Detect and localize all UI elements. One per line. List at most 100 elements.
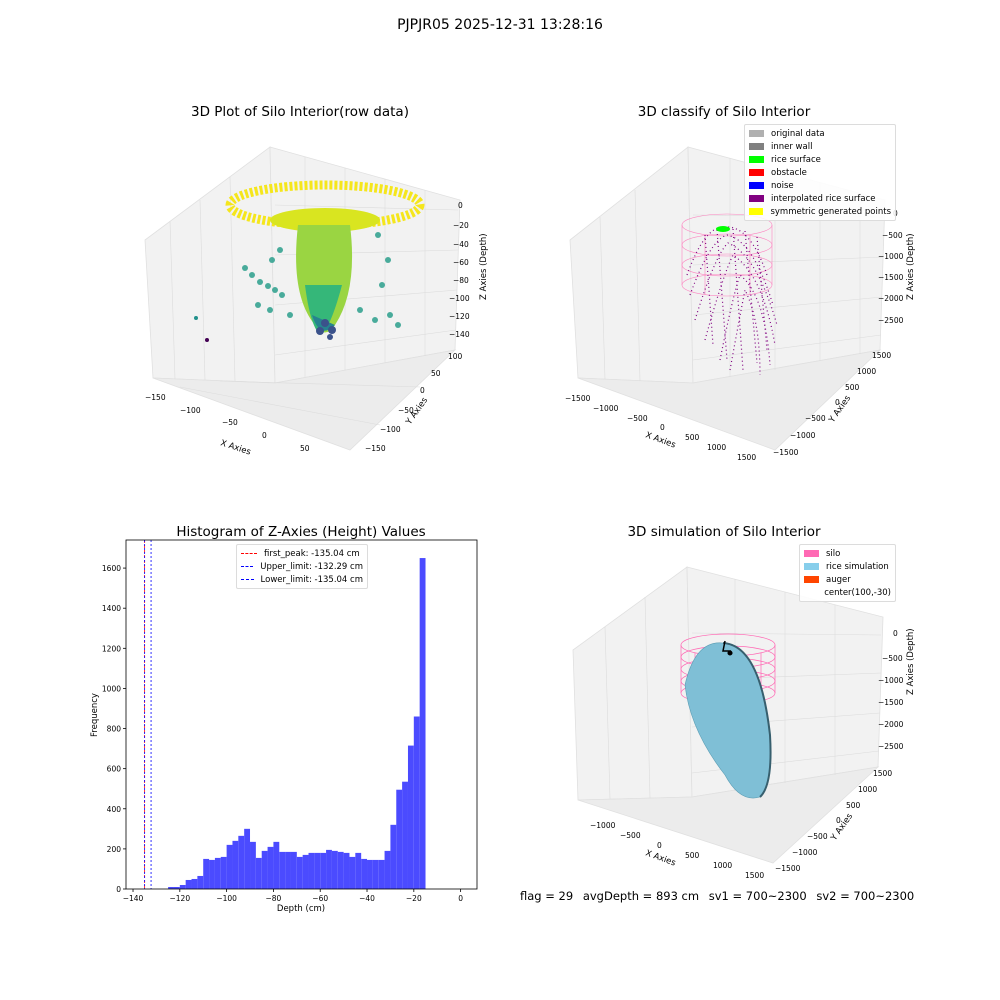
histogram-y-ticks: 0 200 400 600 800 1000 1200 1400 1600 <box>102 564 126 894</box>
legend-label: noise <box>771 180 794 191</box>
histogram-ylabel: Frequency <box>90 693 100 737</box>
histogram-bar <box>250 841 256 889</box>
legend-swatch <box>749 156 764 163</box>
histogram-bar <box>349 856 356 889</box>
legend-entry: rice surface <box>749 153 891 166</box>
histogram-y-tick-label: 1400 <box>102 604 121 613</box>
legend-swatch <box>749 130 764 137</box>
legend-entry: interpolated rice surface <box>749 192 891 205</box>
legend-swatch <box>749 143 764 150</box>
histogram-bar <box>378 859 385 889</box>
histogram-bar <box>238 835 245 889</box>
histogram-bar <box>320 852 327 889</box>
panel4-zlabel: Z Axies (Depth) <box>906 628 916 695</box>
histogram-vlines <box>144 540 152 889</box>
legend-label: original data <box>771 128 825 139</box>
legend-swatch <box>749 195 764 202</box>
legend-entry: symmetric generated points <box>749 205 891 218</box>
panel4-z-tick: −2000 <box>878 720 904 729</box>
panel2-z-tick: −2500 <box>878 316 904 325</box>
panel2-silo-cylinder <box>681 213 773 297</box>
legend-entry: center(100,-30) <box>804 586 891 599</box>
histogram-y-tick-label: 200 <box>107 845 122 854</box>
panel1-zlabel: Z Axies (Depth) <box>479 233 489 300</box>
panel4-z-ticks: 0 −500 −1000 −1500 −2000 −2500 <box>878 629 904 751</box>
histogram-x-tick-label: 0 <box>458 894 463 903</box>
panel1-z-tick: −40 <box>453 240 469 249</box>
panel1-z-tick: −100 <box>449 294 470 303</box>
panel4-y-tick: 1500 <box>873 769 892 778</box>
legend-entry: auger <box>804 573 891 586</box>
panel1-x-tick: −50 <box>222 418 238 427</box>
legend-label: inner wall <box>771 141 813 152</box>
panel2-zlabel: Z Axies (Depth) <box>906 233 916 300</box>
histogram-bar <box>384 850 391 889</box>
panel1-x-ticks: −150 −100 −50 0 50 <box>145 393 310 453</box>
legend-swatch <box>804 576 819 583</box>
panel4-y-tick: 1000 <box>858 785 877 794</box>
panel4-xlabel: X Axies <box>644 848 677 868</box>
histogram-bar <box>197 875 204 889</box>
legend-swatch <box>804 550 819 557</box>
histogram-legend: first_peak: -135.04 cm Upper_limit: -132… <box>236 544 368 589</box>
panel1-z-tick: 0 <box>458 201 463 210</box>
legend-line <box>241 553 257 554</box>
histogram-bar <box>279 851 286 889</box>
panel2-x-tick: −1500 <box>565 394 591 403</box>
panel2-z-tick: −500 <box>882 231 903 240</box>
legend-entry: noise <box>749 179 891 192</box>
figure-title: PJPJR05 2025-12-31 13:28:16 <box>397 17 603 33</box>
histogram-bar <box>390 824 397 889</box>
footer-avg-depth: avgDepth = 893 cm <box>582 889 700 903</box>
legend-entry: Upper_limit: -132.29 cm <box>241 560 363 573</box>
legend-entry: inner wall <box>749 140 891 153</box>
histogram-bar <box>302 854 309 889</box>
panel2-y-tick: 1500 <box>872 351 891 360</box>
panel4-x-tick: −1000 <box>590 821 616 830</box>
panel1-point-cloud <box>194 180 425 342</box>
legend-label: auger <box>826 574 851 585</box>
panel2-legend: original data inner wall rice surface ob… <box>744 124 896 221</box>
histogram-x-tick-label: −20 <box>406 894 422 903</box>
histogram-bar <box>290 851 297 889</box>
histogram-bar <box>343 852 350 889</box>
legend-entry: original data <box>749 127 891 140</box>
histogram-y-tick-label: 1200 <box>102 644 121 653</box>
panel1-z-tick: −60 <box>453 258 469 267</box>
legend-label: silo <box>826 548 841 559</box>
legend-swatch <box>749 208 764 215</box>
histogram-bar <box>337 851 344 889</box>
histogram-bar <box>267 846 274 889</box>
legend-swatch <box>804 563 819 570</box>
legend-swatch <box>749 169 764 176</box>
histogram-bar <box>173 886 180 889</box>
histogram-x-ticks: −140 −120 −100 −80 −60 −40 −20 0 <box>123 889 463 903</box>
panel2-y-tick: 1000 <box>857 367 876 376</box>
panel1-x-tick: 0 <box>262 431 267 440</box>
panel1-z-tick: −80 <box>453 276 469 285</box>
histogram-bar <box>244 828 251 889</box>
panel4-x-tick: 1500 <box>745 871 764 880</box>
legend-swatch <box>804 589 817 596</box>
histogram-xlabel: Depth (cm) <box>277 904 325 914</box>
panel4-x-tick: 1000 <box>713 861 732 870</box>
panel2-x-tick: 0 <box>660 423 665 432</box>
legend-line <box>241 579 254 580</box>
histogram-bar <box>203 858 210 889</box>
panel4-z-tick: −1500 <box>878 698 904 707</box>
legend-entry: silo <box>804 547 891 560</box>
panel4-3d-plot: −1000 −500 0 500 1000 1500 X Axies 1500 … <box>572 566 916 880</box>
legend-label: obstacle <box>771 167 807 178</box>
histogram-bar <box>285 851 291 889</box>
panel2-x-tick: 500 <box>685 433 700 442</box>
histogram-bar <box>314 852 321 889</box>
panel4-y-tick: 0 <box>836 816 841 825</box>
histogram-bar <box>185 879 192 889</box>
histogram-y-tick-label: 1600 <box>102 564 121 573</box>
histogram-bar <box>419 558 426 889</box>
legend-label: first_peak: -135.04 cm <box>264 548 360 559</box>
panel1-x-tick: −100 <box>180 406 201 415</box>
histogram-bar <box>261 850 268 889</box>
panel2-y-ticks: 1500 1000 500 0 −500 −1000 −1500 <box>773 351 891 457</box>
panel1-z-ticks: 0 −20 −40 −60 −80 −100 −120 −140 <box>449 201 470 339</box>
